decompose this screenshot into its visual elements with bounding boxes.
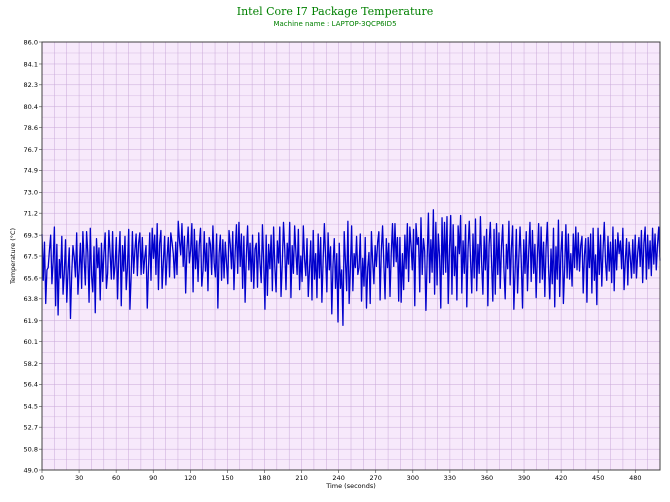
x-axis-label: Time (seconds) — [325, 482, 376, 490]
y-tick-label: 71.2 — [24, 210, 38, 218]
y-tick-label: 73.0 — [24, 189, 38, 197]
y-tick-label: 86.0 — [24, 38, 38, 46]
y-tick-label: 67.5 — [24, 252, 38, 260]
plot-border — [41, 41, 661, 471]
x-tick-label: 300 — [407, 474, 419, 482]
x-tick-label: 240 — [332, 474, 344, 482]
x-tick-label: 330 — [444, 474, 456, 482]
y-tick-label: 52.7 — [24, 424, 38, 432]
chart-subtitle: Machine name : LAPTOP-3QCP6ID5 — [273, 20, 397, 28]
y-tick-label: 56.4 — [24, 381, 38, 389]
x-tick-label: 450 — [592, 474, 604, 482]
y-tick-label: 69.3 — [24, 231, 38, 239]
x-tick-label: 90 — [149, 474, 157, 482]
y-tick-label: 82.3 — [24, 81, 38, 89]
y-tick-label: 61.9 — [24, 317, 38, 325]
y-tick-label: 74.9 — [24, 167, 38, 175]
y-tick-label: 76.7 — [24, 146, 38, 154]
x-tick-label: 360 — [481, 474, 493, 482]
x-tick-label: 30 — [75, 474, 83, 482]
x-tick-label: 0 — [40, 474, 44, 482]
y-tick-label: 80.4 — [24, 103, 38, 111]
temperature-series-line — [41, 209, 661, 327]
y-axis-label: Temperature (°C) — [9, 228, 17, 285]
x-tick-label: 480 — [629, 474, 641, 482]
y-tick-label: 49.0 — [24, 466, 38, 474]
x-tick-label: 180 — [258, 474, 270, 482]
y-tick-label: 65.6 — [24, 274, 38, 282]
y-tick-label: 63.8 — [24, 295, 38, 303]
y-tick-label: 60.1 — [24, 338, 38, 346]
chart-title: Intel Core I7 Package Temperature — [236, 5, 434, 18]
y-tick-label: 54.5 — [24, 403, 38, 411]
x-tick-label: 60 — [112, 474, 120, 482]
y-tick-label: 50.8 — [24, 445, 38, 453]
y-tick-label: 78.6 — [24, 124, 38, 132]
x-tick-label: 420 — [555, 474, 567, 482]
x-tick-label: 120 — [184, 474, 196, 482]
x-tick-label: 150 — [221, 474, 233, 482]
x-tick-label: 390 — [518, 474, 530, 482]
y-tick-label: 84.1 — [24, 60, 38, 68]
x-tick-label: 210 — [295, 474, 307, 482]
y-tick-label: 58.2 — [24, 360, 38, 368]
x-tick-label: 270 — [370, 474, 382, 482]
